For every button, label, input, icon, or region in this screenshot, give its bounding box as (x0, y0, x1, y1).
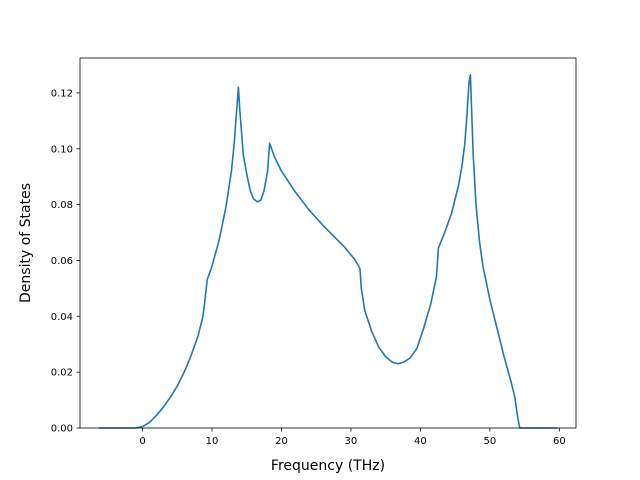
ticks-layer: 0 10 20 30 40 50 60 0.00 0.02 0.04 0.06 0.08 0.10 0.1… (51, 88, 566, 447)
x-tick-label: 60 (553, 436, 566, 447)
y-tick-label: 0.02 (51, 368, 73, 379)
x-axis-label: Frequency (THz) (271, 458, 385, 474)
y-tick-label: 0.10 (51, 144, 73, 155)
x-tick-label: 10 (206, 436, 219, 447)
plot-frame (79, 57, 577, 429)
y-tick-label: 0.00 (51, 424, 73, 435)
dos-line-series-0 (98, 73, 558, 429)
series-layer (98, 73, 558, 429)
x-tick-label: 30 (345, 436, 358, 447)
x-tick-label: 0 (139, 436, 145, 447)
y-tick-label: 0.12 (51, 88, 73, 99)
plot-area (80, 58, 576, 428)
y-axis-label: Density of States (18, 183, 34, 303)
y-tick-label: 0.08 (51, 200, 73, 211)
y-tick-label: 0.06 (51, 256, 73, 267)
x-tick-label: 20 (275, 436, 288, 447)
x-tick-label: 50 (483, 436, 496, 447)
y-tick-label: 0.04 (51, 312, 73, 323)
x-tick-label: 40 (414, 436, 427, 447)
